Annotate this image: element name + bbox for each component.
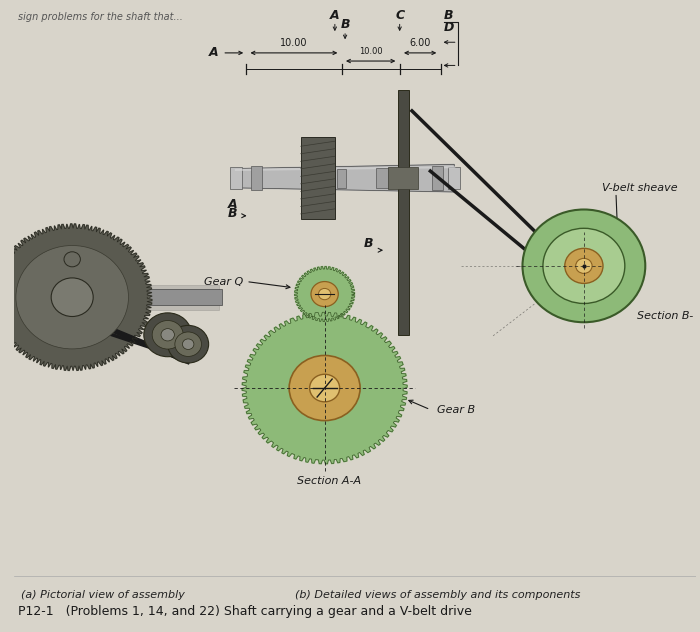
Circle shape bbox=[565, 248, 603, 283]
Text: Gear B: Gear B bbox=[438, 404, 475, 415]
Text: A: A bbox=[209, 46, 219, 59]
Text: A: A bbox=[330, 9, 340, 21]
Text: 10.00: 10.00 bbox=[280, 38, 308, 48]
Polygon shape bbox=[242, 312, 407, 464]
Text: (a) Pictorial view of assembly: (a) Pictorial view of assembly bbox=[21, 590, 185, 600]
Circle shape bbox=[64, 252, 80, 267]
Text: 10.00: 10.00 bbox=[359, 47, 382, 56]
Circle shape bbox=[161, 329, 174, 341]
Polygon shape bbox=[236, 164, 454, 192]
Bar bbox=[377, 168, 389, 188]
Bar bbox=[76, 284, 219, 310]
Text: P12-1   (Problems 1, 14, and 22) Shaft carrying a gear and a V-belt drive: P12-1 (Problems 1, 14, and 22) Shaft car… bbox=[18, 605, 472, 619]
Text: sign problems for the shaft that...: sign problems for the shaft that... bbox=[18, 12, 183, 22]
Text: Section A-A: Section A-A bbox=[298, 476, 361, 486]
Text: 6.00: 6.00 bbox=[410, 38, 430, 48]
Text: (b) Detailed views of assembly and its components: (b) Detailed views of assembly and its c… bbox=[295, 590, 580, 600]
Text: D: D bbox=[444, 21, 454, 34]
Circle shape bbox=[51, 278, 93, 317]
Text: B: B bbox=[340, 18, 350, 31]
Bar bbox=[230, 167, 242, 189]
Text: Section B-: Section B- bbox=[637, 311, 693, 321]
Bar bbox=[448, 167, 461, 189]
Text: 40°: 40° bbox=[541, 288, 559, 298]
Circle shape bbox=[309, 374, 339, 402]
Circle shape bbox=[318, 288, 331, 300]
Polygon shape bbox=[295, 267, 355, 322]
Circle shape bbox=[183, 339, 194, 349]
Circle shape bbox=[175, 332, 202, 356]
Circle shape bbox=[575, 258, 592, 274]
Circle shape bbox=[311, 281, 338, 307]
Circle shape bbox=[16, 245, 129, 349]
Bar bbox=[388, 167, 418, 190]
Circle shape bbox=[144, 313, 192, 356]
Text: A: A bbox=[228, 198, 237, 211]
Bar bbox=[432, 166, 442, 190]
Text: B: B bbox=[364, 237, 374, 250]
Circle shape bbox=[168, 325, 209, 363]
Text: C: C bbox=[395, 9, 404, 21]
Bar bbox=[301, 138, 335, 219]
Circle shape bbox=[289, 355, 360, 421]
Polygon shape bbox=[0, 224, 152, 370]
Bar bbox=[398, 90, 409, 335]
Bar bbox=[337, 169, 346, 188]
Text: B: B bbox=[228, 207, 237, 220]
Circle shape bbox=[522, 209, 645, 322]
Circle shape bbox=[543, 228, 625, 303]
Text: Gear Q: Gear Q bbox=[204, 277, 243, 286]
Circle shape bbox=[152, 320, 183, 349]
Bar bbox=[251, 166, 262, 190]
Text: V-belt sheave: V-belt sheave bbox=[602, 183, 678, 193]
Bar bbox=[72, 289, 223, 305]
Text: B: B bbox=[444, 9, 454, 21]
